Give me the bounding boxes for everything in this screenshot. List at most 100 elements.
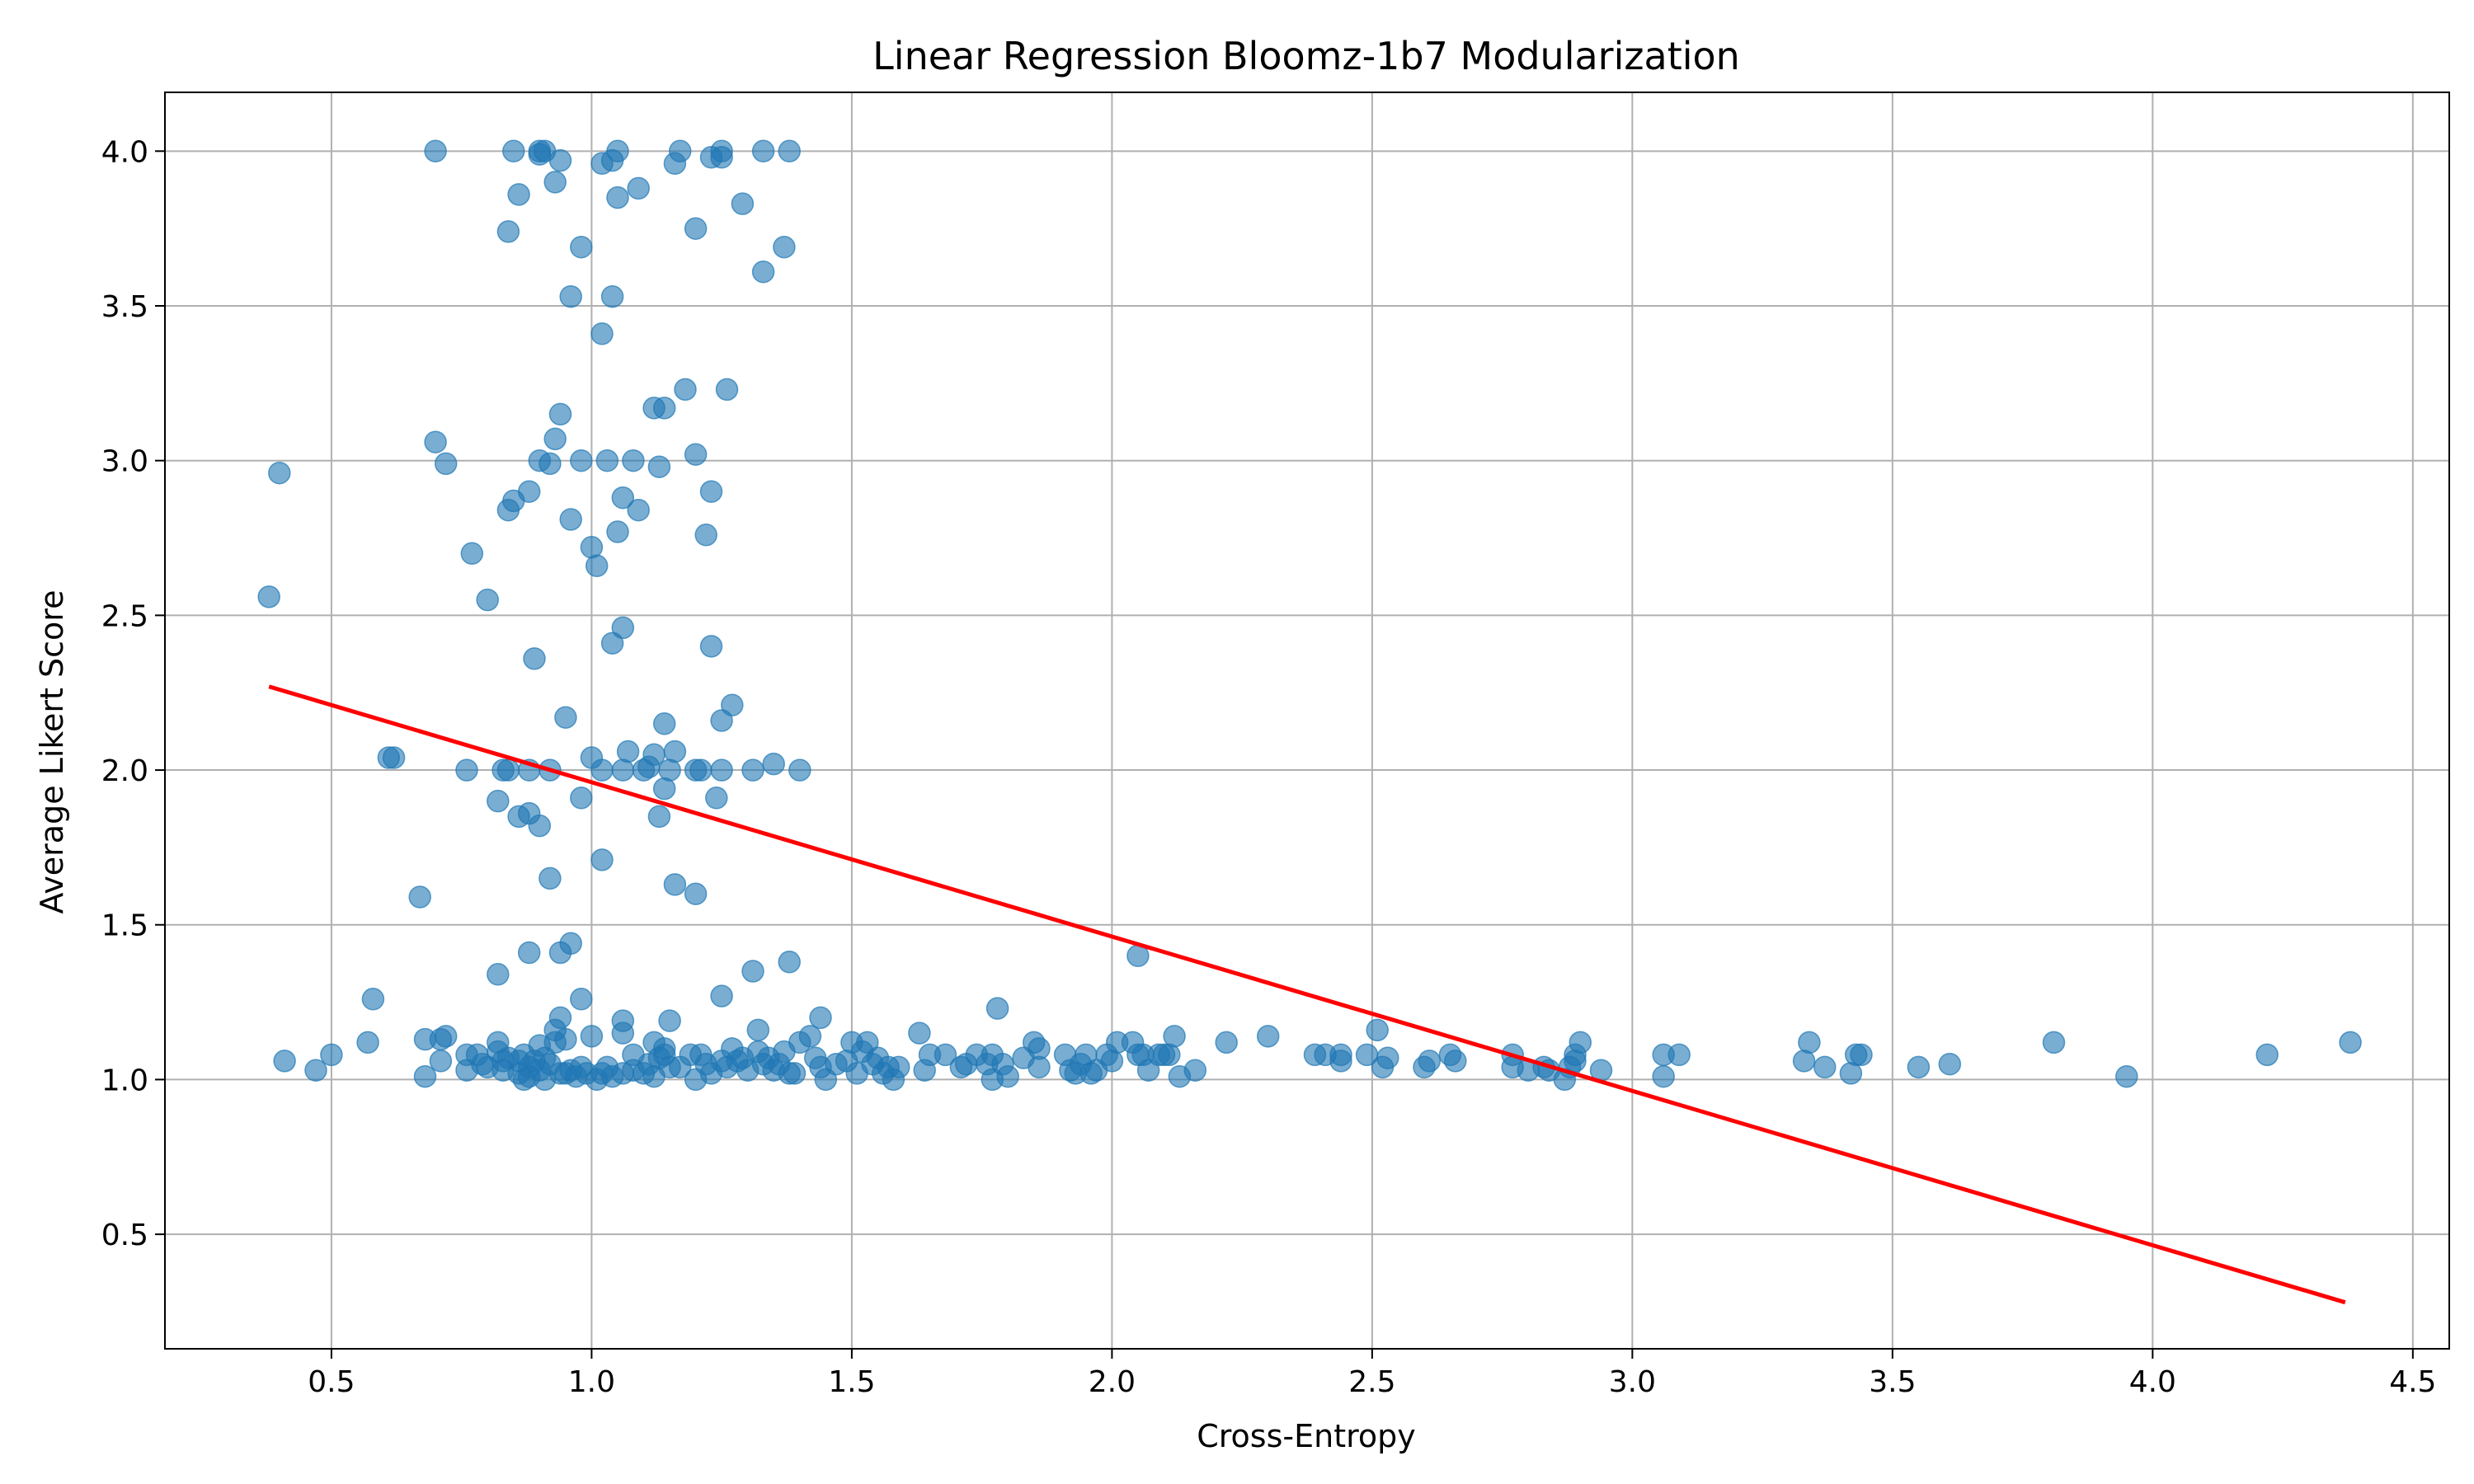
data-point [710,758,733,782]
x-tick-label: 3.5 [1869,1365,1916,1399]
data-point [741,758,764,782]
data-point [652,1043,676,1067]
data-point [658,1009,681,1032]
data-point [762,752,785,776]
data-point [783,1062,807,1085]
y-tick-label: 0.5 [101,1219,148,1252]
data-point [798,1025,822,1048]
data-point [528,143,552,166]
data-point [627,498,650,522]
data-point [773,235,796,259]
data-point [600,284,624,308]
data-point [1938,1052,1962,1076]
data-point [585,554,609,578]
data-point [606,139,629,163]
y-tick-label: 2.5 [101,599,148,633]
data-point [606,186,629,209]
data-point [460,542,484,566]
data-point [507,183,530,206]
x-tick-label: 4.0 [2129,1365,2176,1399]
data-point [377,746,401,769]
y-tick-label: 3.5 [101,290,148,324]
data-point [908,1021,931,1045]
data-point [611,758,635,782]
data-point [689,758,713,782]
data-point [996,1064,1019,1088]
x-tick-label: 1.5 [828,1365,875,1399]
data-point [1667,1043,1691,1067]
y-tick-label: 1.0 [101,1064,148,1097]
data-point [684,443,708,466]
data-point [268,461,291,485]
data-point [590,322,614,345]
data-point [570,235,593,259]
data-point [721,693,744,716]
data-point [710,146,733,169]
x-axis-ticks: 0.5 1.0 1.5 2.0 2.5 3.0 3.5 4.0 4.5 [308,1349,2436,1399]
data-point [627,176,650,200]
data-point [1907,1055,1931,1079]
data-point [616,740,640,763]
data-point [778,951,801,974]
data-point [668,139,692,163]
data-point [548,941,572,965]
data-point [496,758,520,782]
data-point [751,139,775,163]
data-point [429,1050,453,1073]
data-point [595,448,619,472]
data-point [788,758,811,782]
y-tick-label: 1.5 [101,909,148,943]
data-point [647,455,671,478]
data-point [699,480,723,503]
data-point [694,524,717,547]
data-point [361,988,385,1011]
data-point [543,171,567,194]
x-tick-label: 4.5 [2389,1365,2436,1399]
data-point [2255,1043,2279,1067]
data-point [674,378,697,402]
data-point [559,284,582,308]
data-point [455,758,478,782]
data-point [304,1059,327,1082]
data-point [710,984,733,1007]
data-point [487,963,510,986]
data-point [1569,1031,1592,1054]
data-point [746,1018,770,1042]
data-point [517,941,541,965]
data-point [539,452,562,476]
data-point [1444,1050,1467,1073]
y-axis-label: Average Likert Score [34,590,70,914]
data-point [413,1064,437,1088]
data-point [705,787,728,810]
data-points [257,139,2362,1092]
data-point [408,885,431,909]
data-point [523,647,546,670]
data-point [684,217,708,240]
data-point [559,508,582,531]
y-tick-label: 4.0 [101,135,148,169]
chart-title: Linear Regression Bloomz-1b7 Modularizat… [872,34,1740,78]
data-point [2042,1031,2066,1054]
data-point [684,882,708,905]
data-point [741,960,764,983]
data-point [715,378,739,402]
data-point [1366,1018,1389,1042]
data-point [424,430,447,453]
data-point [1850,1043,1873,1067]
data-point [257,585,280,608]
data-point [570,448,593,472]
data-point [1376,1046,1399,1069]
data-point [273,1050,296,1073]
data-point [731,192,755,215]
data-point [778,139,801,163]
data-point [1028,1037,1051,1060]
data-point [809,1006,832,1030]
data-point [1798,1031,1821,1054]
data-point [580,1025,604,1048]
data-point [1329,1043,1352,1067]
data-point [934,1043,957,1067]
data-point [1256,1025,1280,1048]
x-tick-label: 1.0 [568,1365,615,1399]
data-point [476,588,499,612]
y-tick-label: 2.0 [101,754,148,788]
